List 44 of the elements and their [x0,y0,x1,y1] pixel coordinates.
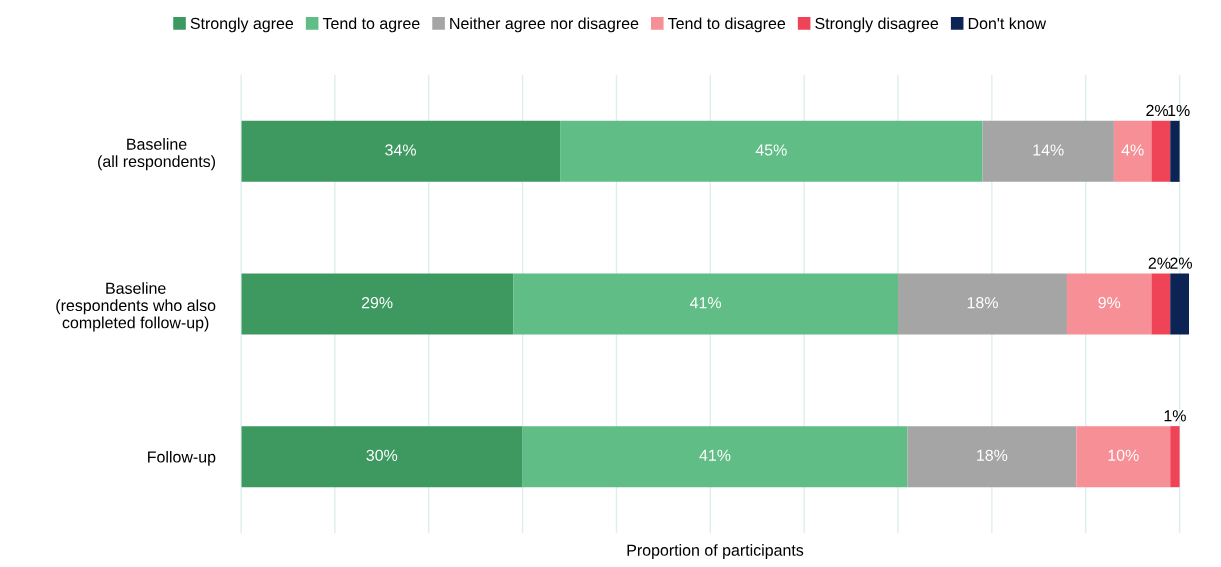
bar [1076,426,1171,488]
bar [1170,273,1189,335]
data-label: 18% [977,449,1008,461]
bar [1151,120,1171,182]
bar [1113,120,1152,182]
bar [241,426,523,488]
data-label: 34% [385,144,416,156]
bar [1170,426,1180,488]
legend-label: Tend to disagree [668,17,786,33]
legend-label: Neither agree nor disagree [450,17,639,33]
bar [1170,120,1180,182]
bar [898,273,1067,335]
data-label: 10% [1108,449,1139,461]
data-label: 41% [699,449,731,461]
y-tick-label: Baseline (all respondents) [98,138,216,171]
bar [522,426,908,488]
bar [1151,273,1171,335]
data-label: 14% [1033,144,1064,156]
data-label: 30% [366,449,398,461]
legend-label: Tend to agree [322,17,420,33]
data-label: 1% [1168,104,1190,117]
bar [1066,273,1152,335]
bar [982,120,1114,182]
bar [513,273,899,335]
bar [241,120,561,182]
y-tick-label: Follow-up [148,450,216,466]
data-label: 1% [1164,410,1186,422]
data-label: 41% [690,297,722,309]
data-label: 2% [1146,104,1169,117]
legend-label: Strongly disagree [815,17,939,33]
data-label: 2% [1170,257,1192,269]
legend-label: Don't know [968,17,1047,30]
y-tick-label: Baseline (respondents who also completed follow-up) [56,282,216,332]
x-axis-title: Proportion of participants [627,544,804,559]
data-label: 9% [1098,296,1121,309]
data-label: 2% [1148,257,1171,269]
bar [241,273,514,335]
legend-label: Strongly agree [190,17,294,33]
data-label: 18% [967,296,998,309]
data-label: 29% [361,296,393,309]
bar [560,120,983,182]
data-label: 4% [1121,144,1144,156]
bar [907,426,1077,488]
data-label: 45% [755,144,787,156]
